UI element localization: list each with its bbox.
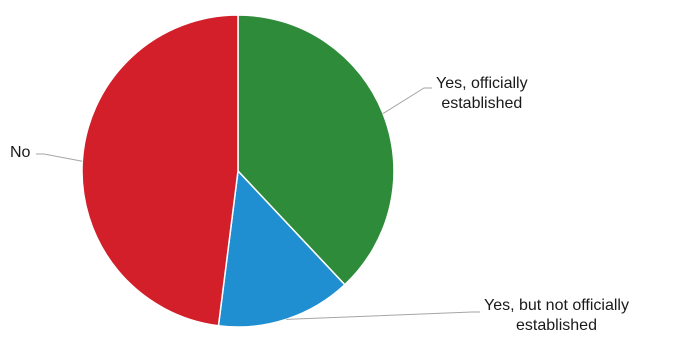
slice-label-line: Yes, officially: [436, 75, 528, 92]
leader-line-1: [286, 311, 480, 320]
slice-label-yes-not-officially-established: Yes, but not officially established: [484, 296, 629, 336]
pie-slice-2: [81, 14, 239, 327]
leader-line-0: [382, 87, 432, 114]
slice-label-yes-officially-established: Yes, officially established: [436, 74, 528, 114]
slice-label-line: Yes, but not officially: [484, 297, 629, 314]
pie-slice-0: [237, 14, 395, 286]
slice-label-no: No: [10, 143, 30, 163]
leader-line-2: [36, 153, 83, 162]
pie-slice-1: [217, 169, 346, 328]
pie-slices: [81, 14, 395, 328]
slice-label-line: established: [441, 95, 523, 112]
slice-label-line: established: [516, 317, 597, 334]
slice-label-line: No: [10, 144, 31, 161]
leader-lines: [36, 87, 480, 320]
